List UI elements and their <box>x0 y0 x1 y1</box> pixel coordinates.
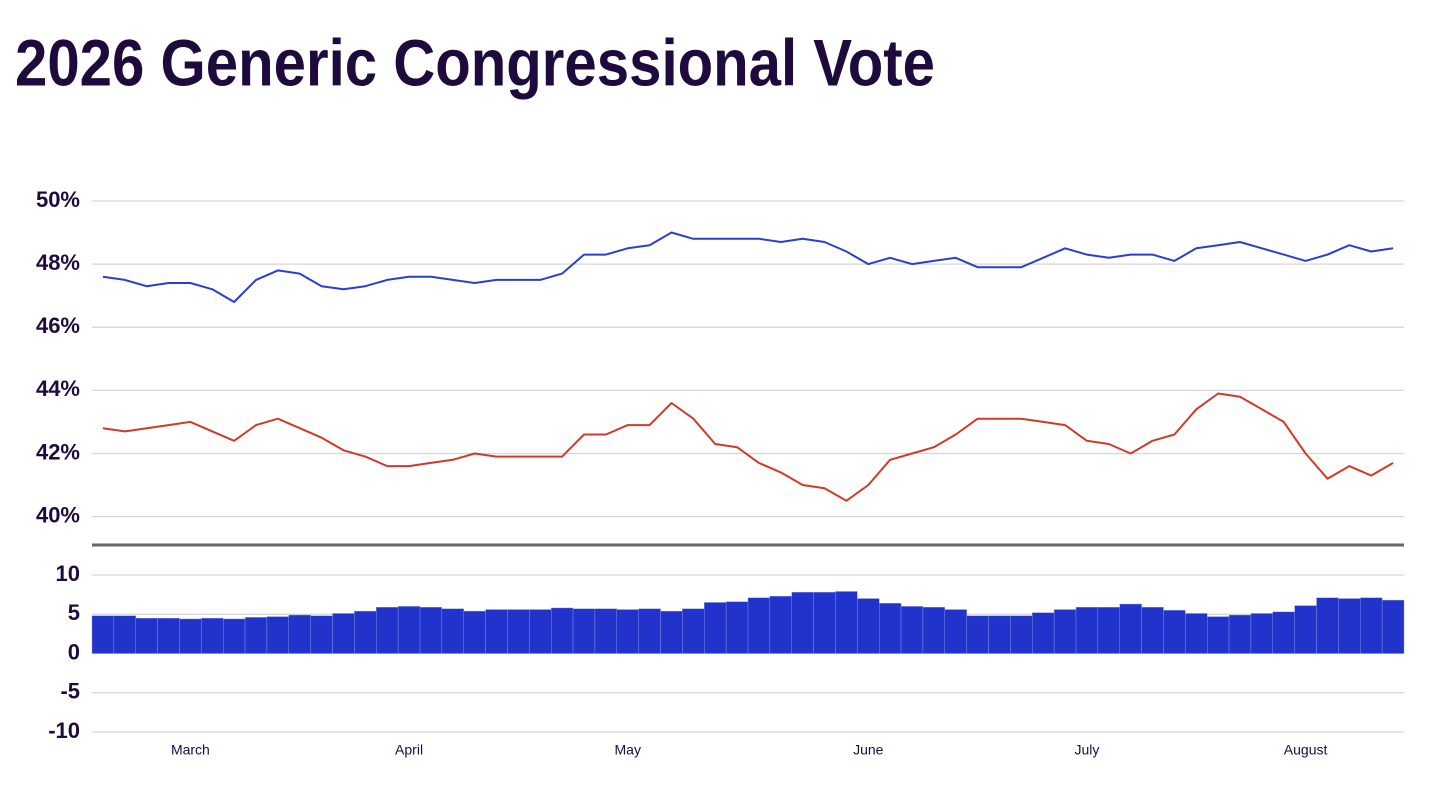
bar <box>857 598 880 654</box>
bar <box>332 613 355 654</box>
bar <box>419 606 443 654</box>
bar <box>1075 606 1099 654</box>
y-tick-label: -10 <box>48 718 80 743</box>
bar <box>1206 616 1230 654</box>
bar <box>1294 605 1317 654</box>
y-tick-label: 50% <box>36 187 80 212</box>
bar <box>966 615 989 654</box>
bar <box>135 617 158 654</box>
bar <box>1119 603 1142 654</box>
bar <box>397 606 421 654</box>
bar <box>354 610 377 654</box>
bar <box>747 597 771 654</box>
bar <box>529 609 552 654</box>
bar <box>813 592 836 654</box>
bar <box>922 606 946 654</box>
series-line <box>102 392 1394 502</box>
bar <box>310 615 333 654</box>
bar <box>1381 599 1405 654</box>
bar <box>1097 606 1120 654</box>
bar <box>594 608 618 654</box>
y-tick-label: 5 <box>68 600 80 625</box>
x-tick-label: April <box>395 742 423 758</box>
bar <box>682 608 705 654</box>
chart-title: 2026 Generic Congressional Vote <box>15 25 935 99</box>
y-tick-label: 0 <box>68 639 80 664</box>
bar <box>616 609 639 654</box>
bar <box>507 609 530 654</box>
series-line <box>102 231 1394 303</box>
bar <box>1141 606 1164 654</box>
bar <box>463 610 486 654</box>
bar <box>1250 613 1274 654</box>
bar <box>1185 613 1208 654</box>
bar <box>1010 615 1033 654</box>
bar <box>660 610 683 654</box>
bar <box>769 595 792 654</box>
y-tick-label: 44% <box>36 376 80 401</box>
bar <box>1272 611 1295 654</box>
bar <box>91 615 115 654</box>
bar <box>1032 612 1055 654</box>
bar <box>900 606 924 654</box>
bar <box>1163 610 1186 654</box>
bar <box>638 608 661 654</box>
x-tick-label: August <box>1284 742 1328 758</box>
bar <box>266 616 289 654</box>
bar <box>1228 614 1252 654</box>
bar <box>1316 597 1339 654</box>
bar <box>288 614 311 654</box>
bar <box>441 608 464 654</box>
x-tick-label: July <box>1074 742 1099 758</box>
x-tick-label: May <box>615 742 641 758</box>
bar <box>988 615 1011 654</box>
bar <box>835 591 858 654</box>
bar <box>725 601 749 654</box>
y-tick-label: -5 <box>60 679 80 704</box>
x-tick-label: March <box>171 742 210 758</box>
bar <box>485 609 508 654</box>
bar <box>879 603 902 654</box>
y-tick-label: 40% <box>36 502 80 527</box>
bar <box>179 618 202 654</box>
bar <box>1053 609 1077 654</box>
bar <box>1338 598 1361 654</box>
bar <box>791 592 814 654</box>
bar <box>244 617 268 654</box>
bar <box>201 617 224 654</box>
bar <box>704 602 727 654</box>
bar <box>222 618 246 654</box>
bar <box>944 609 967 654</box>
x-tick-label: June <box>853 742 884 758</box>
bar <box>376 606 399 654</box>
bar <box>572 608 596 654</box>
y-tick-label: 42% <box>36 439 80 464</box>
bar <box>1360 597 1383 654</box>
bar <box>157 617 180 654</box>
y-tick-label: 46% <box>36 313 80 338</box>
bar <box>551 607 574 654</box>
y-tick-label: 10 <box>56 561 80 586</box>
y-tick-label: 48% <box>36 250 80 275</box>
bar <box>113 615 136 654</box>
